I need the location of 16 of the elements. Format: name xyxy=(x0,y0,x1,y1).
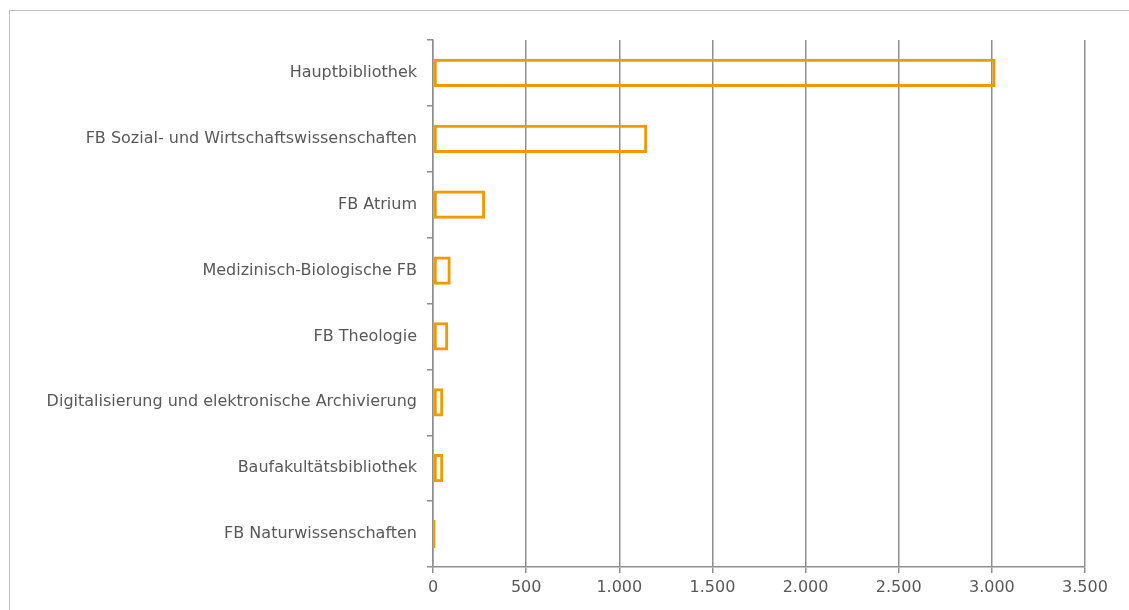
x-tick-label: 500 xyxy=(510,576,542,596)
y-tick-label: FB Sozial- und Wirtschaftswissenschaften xyxy=(85,127,417,147)
y-tick-label: FB Theologie xyxy=(313,325,417,345)
y-tick-label: FB Atrium xyxy=(338,193,417,213)
x-tick-label: 3.000 xyxy=(968,576,1015,596)
x-tick-label: 1.500 xyxy=(689,576,736,596)
y-tick-label: Medizinisch-Biologische FB xyxy=(202,259,417,279)
x-tick-label: 1.000 xyxy=(596,576,643,596)
x-tick-label: 0 xyxy=(427,576,439,596)
x-tick-label: 2.000 xyxy=(782,576,829,596)
x-tick-label: 2.500 xyxy=(875,576,922,596)
y-tick-label: Hauptbibliothek xyxy=(289,62,418,82)
x-tick-label: 3.500 xyxy=(1062,576,1108,596)
y-tick-label: Baufakultätsbibliothek xyxy=(237,457,418,477)
y-tick-label: FB Naturwissenschaften xyxy=(224,523,417,543)
y-tick-label: Digitalisierung und elektronische Archivierung xyxy=(46,391,417,411)
